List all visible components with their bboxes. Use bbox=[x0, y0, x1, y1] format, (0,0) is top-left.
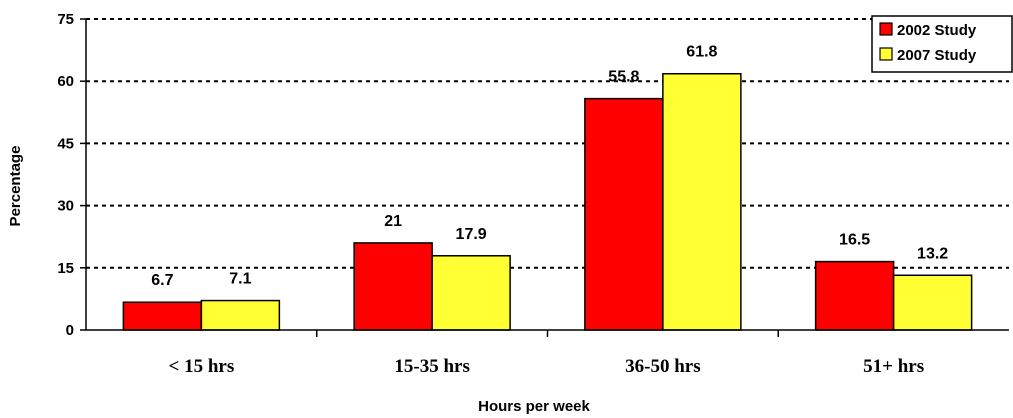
labels: 0 15 30 45 60 75 6.7 7.1 < 15 hrs 21 17.9 15-35 hrs… bbox=[57, 11, 948, 377]
data-label: 55.8 bbox=[608, 69, 639, 86]
bar bbox=[662, 72, 742, 331]
data-label: 7.1 bbox=[229, 271, 251, 288]
y-tick-label: 15 bbox=[57, 260, 74, 277]
data-label: 61.8 bbox=[686, 44, 717, 61]
y-tick-label: 75 bbox=[57, 11, 74, 28]
x-tick-label: 51+ hrs bbox=[863, 356, 924, 377]
x-tick-label: 15-35 hrs bbox=[394, 356, 469, 377]
legend-swatch bbox=[879, 47, 893, 61]
y-tick-label: 30 bbox=[57, 198, 74, 215]
legend-label: 2002 Study bbox=[897, 22, 977, 39]
legend-box bbox=[871, 15, 1013, 73]
bar bbox=[892, 274, 973, 331]
bar bbox=[814, 260, 895, 331]
gridlines bbox=[86, 18, 1009, 269]
legend-label: 2007 Study bbox=[897, 47, 977, 64]
axes bbox=[80, 18, 1009, 337]
data-label: 13.2 bbox=[917, 245, 948, 262]
bar bbox=[584, 97, 664, 331]
y-tick-label: 0 bbox=[66, 322, 74, 339]
x-axis-title: Hours per week bbox=[478, 398, 590, 415]
bar bbox=[200, 299, 281, 331]
y-axis-title: Percentage bbox=[7, 146, 24, 227]
data-label: 21 bbox=[384, 213, 402, 230]
x-tick-label: < 15 hrs bbox=[169, 356, 235, 377]
legend-swatch bbox=[879, 22, 893, 36]
y-tick-label: 45 bbox=[57, 135, 74, 152]
data-label: 6.7 bbox=[151, 272, 173, 289]
bar bbox=[431, 255, 511, 331]
y-tick-label: 60 bbox=[57, 73, 74, 90]
bar bbox=[122, 301, 203, 331]
data-label: 17.9 bbox=[456, 226, 487, 243]
x-tick-label: 36-50 hrs bbox=[625, 356, 700, 377]
bar bbox=[353, 242, 433, 331]
bars bbox=[122, 72, 973, 331]
legend: 2002 Study 2007 Study bbox=[871, 15, 1013, 73]
data-label: 16.5 bbox=[839, 232, 870, 249]
